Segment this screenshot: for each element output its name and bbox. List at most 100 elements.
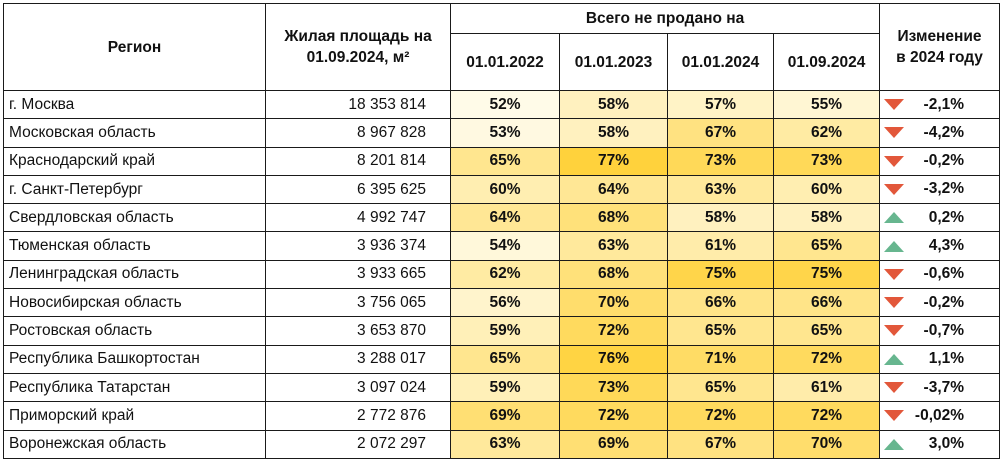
change-value: -0,2% [923, 293, 965, 311]
unsold-share-cell: 70% [772, 429, 881, 459]
triangle-down-icon [884, 382, 905, 394]
unsold-share-cell: 68% [559, 203, 668, 233]
unsold-share-cell: 63% [667, 174, 774, 205]
table-row: Московская область 8 967 828 53% 58% 67% 62% -… [3, 118, 1001, 148]
change-cell: -0,2% [879, 146, 1001, 176]
header-change: Изменение в 2024 году [879, 3, 1001, 91]
change-value: 3,0% [928, 435, 965, 453]
unsold-share-cell: 58% [559, 118, 668, 148]
header-date-1: 01.01.2022 [450, 33, 560, 91]
unsold-housing-table: Регион Жилая площадь на 01.09.2024, м² В… [3, 3, 1001, 459]
unsold-share-cell: 65% [450, 146, 560, 176]
unsold-share-cell: 62% [772, 118, 881, 148]
change-cell: -4,2% [879, 118, 1001, 148]
triangle-down-icon [884, 297, 905, 309]
triangle-up-icon [884, 240, 905, 252]
change-cell: -0,6% [879, 259, 1001, 290]
change-value: -4,2% [923, 123, 965, 141]
change-value: 4,3% [928, 237, 965, 255]
header-unsold: Всего не продано на [449, 3, 881, 34]
unsold-share-cell: 75% [772, 259, 881, 290]
area-cell: 3 288 017 [265, 344, 451, 374]
table-row: Тюменская область 3 936 374 54% 63% 61% 65% 4,… [3, 231, 1001, 261]
unsold-share-cell: 55% [772, 89, 881, 120]
unsold-share-cell: 63% [559, 231, 668, 261]
region-cell: Республика Татарстан [3, 372, 266, 403]
change-value: -0,2% [923, 152, 965, 170]
area-cell: 2 072 297 [265, 429, 451, 459]
area-cell: 4 992 747 [265, 203, 451, 233]
change-value: -0,7% [923, 321, 965, 339]
area-cell: 6 395 625 [265, 174, 451, 205]
unsold-share-cell: 73% [772, 146, 881, 176]
table-row: Новосибирская область 3 756 065 56% 70% 66% 6… [3, 288, 1001, 318]
unsold-share-cell: 58% [772, 203, 881, 233]
unsold-share-cell: 68% [559, 259, 668, 290]
region-cell: Московская область [3, 118, 266, 148]
region-cell: г. Санкт-Петербург [3, 174, 266, 205]
change-cell: -0,2% [879, 288, 1001, 318]
unsold-share-cell: 62% [450, 259, 560, 290]
area-cell: 3 756 065 [265, 288, 451, 318]
change-cell: -3,2% [879, 174, 1001, 205]
region-cell: Приморский край [3, 401, 266, 431]
header-region: Регион [3, 3, 266, 91]
region-cell: Тюменская область [3, 231, 266, 261]
unsold-share-cell: 58% [559, 89, 668, 120]
triangle-up-icon [884, 438, 905, 450]
table-row: Ростовская область 3 653 870 59% 72% 65% 65% -… [3, 316, 1001, 346]
unsold-share-cell: 65% [667, 372, 774, 403]
change-value: -3,2% [923, 180, 965, 198]
unsold-share-cell: 65% [667, 316, 774, 346]
unsold-share-cell: 61% [667, 231, 774, 261]
header-area: Жилая площадь на 01.09.2024, м² [265, 3, 451, 91]
table-body: г. Москва 18 353 814 52% 58% 57% 55% -2,1% Моск… [3, 89, 1001, 459]
unsold-share-cell: 66% [772, 288, 881, 318]
triangle-down-icon [884, 268, 905, 280]
triangle-down-icon [884, 155, 905, 167]
unsold-share-cell: 67% [667, 429, 774, 459]
triangle-down-icon [884, 410, 905, 422]
table-row: Свердловская область 4 992 747 64% 68% 58% 58… [3, 203, 1001, 233]
table-row: г. Москва 18 353 814 52% 58% 57% 55% -2,1% [3, 89, 1001, 120]
unsold-share-cell: 70% [559, 288, 668, 318]
area-cell: 18 353 814 [265, 89, 451, 120]
unsold-share-cell: 71% [667, 344, 774, 374]
area-cell: 8 201 814 [265, 146, 451, 176]
unsold-share-cell: 67% [667, 118, 774, 148]
header-date-3: 01.01.2024 [667, 33, 774, 91]
unsold-share-cell: 63% [450, 429, 560, 459]
region-cell: г. Москва [3, 89, 266, 120]
change-cell: -3,7% [879, 372, 1001, 403]
unsold-share-cell: 73% [559, 372, 668, 403]
change-value: -0,6% [923, 265, 965, 283]
region-cell: Краснодарский край [3, 146, 266, 176]
area-cell: 3 933 665 [265, 259, 451, 290]
unsold-share-cell: 60% [772, 174, 881, 205]
region-cell: Ленинградская область [3, 259, 266, 290]
unsold-share-cell: 54% [450, 231, 560, 261]
change-cell: 3,0% [879, 429, 1001, 459]
change-cell: -0,02% [879, 401, 1001, 431]
table-row: Ленинградская область 3 933 665 62% 68% 75% 7… [3, 259, 1001, 290]
change-value: -2,1% [923, 95, 965, 113]
triangle-up-icon [884, 353, 905, 365]
unsold-share-cell: 65% [772, 231, 881, 261]
triangle-down-icon [884, 325, 905, 337]
area-cell: 3 097 024 [265, 372, 451, 403]
change-cell: -0,7% [879, 316, 1001, 346]
change-cell: 4,3% [879, 231, 1001, 261]
unsold-share-cell: 72% [559, 316, 668, 346]
change-value: -3,7% [923, 378, 965, 396]
header-date-2: 01.01.2023 [559, 33, 668, 91]
unsold-share-cell: 72% [772, 401, 881, 431]
change-cell: -2,1% [879, 89, 1001, 120]
region-cell: Ростовская область [3, 316, 266, 346]
unsold-share-cell: 58% [667, 203, 774, 233]
region-cell: Новосибирская область [3, 288, 266, 318]
unsold-share-cell: 66% [667, 288, 774, 318]
triangle-down-icon [884, 99, 905, 111]
unsold-share-cell: 64% [559, 174, 668, 205]
unsold-share-cell: 61% [772, 372, 881, 403]
unsold-share-cell: 56% [450, 288, 560, 318]
